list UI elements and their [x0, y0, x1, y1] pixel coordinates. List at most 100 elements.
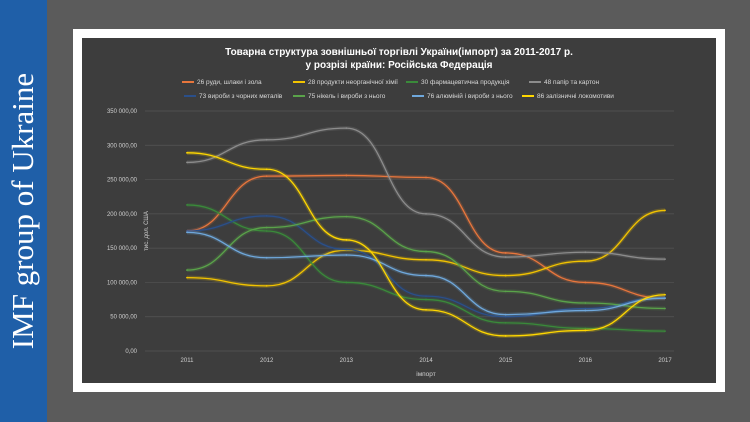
series-line: [186, 174, 666, 299]
data-point: [425, 212, 427, 215]
data-point: [584, 307, 587, 310]
data-point: [425, 308, 427, 311]
x-tick-label: 2017: [658, 358, 672, 364]
legend-item: 26 руди, шлаки і зола: [182, 79, 262, 87]
legend-swatch: [293, 81, 305, 84]
data-point: [664, 330, 666, 333]
legend-swatch: [293, 95, 305, 98]
data-point: [186, 230, 188, 232]
x-tick-label: 2014: [419, 358, 433, 364]
x-tick-label: 2016: [579, 358, 593, 364]
data-point: [265, 175, 268, 178]
legend-item: 73 вироби з чорних металів: [184, 93, 282, 101]
data-point: [425, 295, 427, 298]
x-axis-label: імпорт: [416, 370, 436, 378]
x-tick-label: 2012: [260, 358, 274, 364]
data-point: [425, 274, 427, 277]
legend-item: 28 продукти неорганічної хімії: [293, 79, 398, 87]
data-point: [425, 176, 427, 179]
data-point: [664, 307, 666, 310]
legend-label: 86 залізничні локомотиви: [537, 93, 614, 100]
data-point: [664, 209, 666, 212]
y-tick-label: 0,00: [125, 349, 137, 355]
data-point: [664, 258, 666, 261]
data-point: [345, 281, 348, 284]
data-point: [425, 250, 427, 253]
y-tick-label: 350 000,00: [107, 109, 138, 115]
data-point: [504, 315, 507, 318]
data-point: [345, 127, 348, 130]
legend-swatch: [522, 95, 534, 98]
data-point: [186, 269, 188, 271]
legend-label: 26 руди, шлаки і зола: [197, 79, 262, 86]
legend-item: 75 нікель і вироби з нього: [293, 93, 385, 101]
data-point: [504, 335, 507, 337]
legend-label: 73 вироби з чорних металів: [199, 93, 283, 100]
data-point: [584, 327, 587, 330]
data-point: [265, 256, 268, 259]
legend-item: 48 папір та картон: [529, 79, 599, 87]
legend-item: 30 фармацевтична продукція: [406, 79, 509, 87]
chart-title: Товарна структура зовнішньої торгівлі Ук…: [225, 47, 573, 58]
data-point: [584, 309, 587, 312]
data-point: [584, 302, 587, 304]
y-axis-label: тис. дол. США: [144, 211, 150, 251]
data-point: [265, 226, 268, 229]
series-line: [186, 127, 666, 260]
legend-swatch: [529, 81, 541, 84]
legend-label: 76 алюміній і вироби з нього: [427, 93, 513, 100]
data-point: [265, 168, 268, 171]
x-tick-label: 2015: [499, 358, 513, 364]
data-point: [186, 151, 188, 154]
data-point: [186, 231, 188, 234]
series-line-glow: [186, 126, 666, 262]
chart-subtitle: у розрізі країни: Російська Федерація: [305, 60, 493, 71]
data-point: [664, 297, 666, 300]
line-chart: 0,00 50 000,00 100 000,00 150 000,00 200 000…: [107, 109, 674, 378]
chart-panel: Товарна структура зовнішньої торгівлі Ук…: [82, 38, 716, 383]
y-tick-label: 150 000,00: [107, 246, 138, 252]
legend-label: 30 фармацевтична продукція: [421, 79, 510, 86]
legend-label: 75 нікель і вироби з нього: [308, 93, 386, 100]
data-point: [584, 260, 587, 263]
data-point: [345, 248, 348, 251]
legend-item: 76 алюміній і вироби з нього: [412, 93, 513, 101]
y-tick-label: 100 000,00: [107, 280, 138, 286]
data-point: [584, 329, 587, 332]
data-point: [504, 290, 507, 293]
sidebar-band: IMF group of Ukraine: [0, 0, 47, 422]
data-point: [186, 276, 188, 279]
data-point: [265, 230, 268, 232]
data-point: [584, 281, 587, 284]
data-point: [186, 204, 188, 206]
legend-label: 48 папір та картон: [544, 79, 600, 86]
data-point: [425, 298, 427, 301]
x-tick-label: 2013: [340, 358, 354, 364]
data-point: [664, 293, 666, 296]
data-point: [584, 251, 587, 254]
data-point: [345, 174, 348, 177]
x-tick-label: 2011: [181, 358, 195, 364]
data-point: [425, 258, 427, 261]
data-point: [504, 321, 507, 324]
series-line-glow: [186, 173, 666, 301]
data-point: [186, 161, 188, 164]
data-point: [265, 284, 268, 287]
y-tick-label: 50 000,00: [110, 315, 137, 321]
data-point: [504, 313, 507, 316]
data-point: [265, 215, 268, 217]
data-point: [345, 254, 348, 256]
chart-title-block: Товарна структура зовнішньої торгівлі Ук…: [82, 46, 716, 72]
data-point: [265, 138, 268, 141]
data-point: [504, 252, 507, 254]
legend-swatch: [184, 95, 196, 98]
y-tick-label: 200 000,00: [107, 212, 138, 218]
data-point: [345, 215, 348, 218]
legend-swatch: [406, 81, 418, 84]
sidebar-title: IMF group of Ukraine: [5, 72, 40, 350]
legend-item: 86 залізничні локомотиви: [522, 93, 614, 101]
legend-label: 28 продукти неорганічної хімії: [308, 79, 398, 86]
y-tick-label: 250 000,00: [107, 178, 138, 184]
data-point: [345, 239, 348, 241]
legend-swatch: [182, 81, 194, 84]
